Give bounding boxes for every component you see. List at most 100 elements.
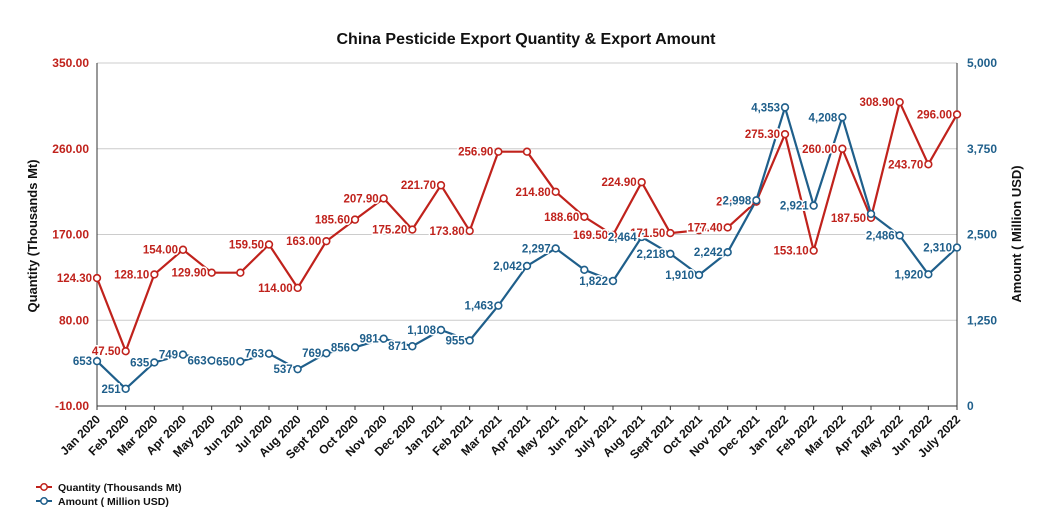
quantity-data-label: 171.50 <box>630 228 665 240</box>
amount-data-label: 955 <box>445 335 465 347</box>
quantity-point <box>494 147 503 156</box>
amount-point <box>264 349 274 358</box>
amount-data-label: 749 <box>159 350 178 362</box>
amount-point <box>92 357 102 366</box>
series-data-labels: 124.30 47.50 128.10 154.00 129.90 159.50 114.0… <box>55 96 953 398</box>
amount-point <box>666 249 675 259</box>
quantity-point <box>522 147 532 156</box>
amount-point <box>608 276 618 286</box>
quantity-point <box>350 215 360 224</box>
left-tick-label: 170.00 <box>52 228 89 242</box>
quantity-data-label: 275.30 <box>745 129 780 141</box>
amount-point <box>780 103 790 112</box>
amount-data-label: 251 <box>101 384 121 396</box>
quantity-point <box>92 273 102 283</box>
amount-point <box>121 384 130 393</box>
amount-point <box>952 243 962 252</box>
amount-data-label: 635 <box>130 357 150 369</box>
amount-data-label: 2,218 <box>637 249 666 261</box>
left-tick-label: -10.00 <box>55 399 89 413</box>
amount-point <box>723 247 732 257</box>
quantity-data-label: 47.50 <box>92 346 121 358</box>
quantity-point <box>580 212 589 221</box>
quantity-data-label: 214.80 <box>515 187 550 199</box>
left-axis-ticks: -10.00 80.00 170.00 260.00 350.00 <box>52 56 89 413</box>
amount-data-label: 2,297 <box>522 243 551 255</box>
right-tick-label: 1,250 <box>967 313 997 327</box>
quantity-point <box>408 225 417 234</box>
quantity-point <box>322 236 331 246</box>
quantity-data-label: 207.90 <box>343 193 378 205</box>
quantity-point <box>207 268 216 277</box>
amount-point <box>809 201 818 210</box>
quantity-point <box>694 226 704 235</box>
amount-point <box>178 350 188 359</box>
amount-data-label: 650 <box>216 356 235 368</box>
amount-point <box>522 261 532 271</box>
amount-point <box>494 301 503 310</box>
quantity-data-label: 243.70 <box>888 159 923 171</box>
amount-data-label: 653 <box>73 356 92 368</box>
quantity-point <box>551 187 560 197</box>
amount-data-label: 763 <box>245 349 264 361</box>
amount-point <box>322 349 331 358</box>
quantity-point <box>150 270 159 279</box>
quantity-data-label: 129.90 <box>171 268 206 280</box>
quantity-data-label: 124.30 <box>57 273 92 285</box>
amount-point <box>236 357 245 366</box>
amount-data-label: 2,486 <box>866 230 895 242</box>
amount-data-label: 1,920 <box>895 269 924 281</box>
amount-point <box>350 343 360 352</box>
left-tick-label: 350.00 <box>52 56 89 70</box>
amount-data-label: 2,042 <box>493 261 522 273</box>
right-tick-label: 2,500 <box>967 228 997 242</box>
quantity-data-label: 154.00 <box>143 245 178 257</box>
amount-data-label: 769 <box>302 348 321 360</box>
quantity-line <box>95 101 958 353</box>
quantity-data-label: 185.60 <box>315 215 350 227</box>
quantity-point <box>723 223 732 232</box>
quantity-point <box>264 240 274 249</box>
quantity-point <box>637 177 646 187</box>
left-tick-label: 80.00 <box>59 313 89 327</box>
quantity-point <box>379 194 388 203</box>
amount-data-label: 1,910 <box>665 270 694 282</box>
quantity-point <box>293 283 302 293</box>
legend-swatch-marker <box>40 483 48 491</box>
quantity-data-label: 224.90 <box>601 177 636 189</box>
amount-point <box>293 364 302 374</box>
amount-data-label: 2,464 <box>608 232 637 244</box>
quantity-point <box>780 129 790 139</box>
quantity-point <box>236 268 245 277</box>
amount-data-label: 2,310 <box>923 243 952 255</box>
quantity-point <box>838 144 847 153</box>
quantity-data-label: 256.90 <box>458 147 493 159</box>
quantity-data-label: 308.90 <box>859 97 894 109</box>
quantity-point <box>924 160 933 169</box>
amount-point <box>580 265 589 275</box>
amount-point <box>694 270 704 280</box>
amount-point <box>207 356 216 365</box>
axes <box>96 63 958 410</box>
quantity-point <box>895 97 904 107</box>
quantity-data-label: 260.00 <box>802 144 837 156</box>
right-axis-title: Amount ( Million USD) <box>1009 165 1024 302</box>
amount-data-label: 4,353 <box>751 102 780 114</box>
amount-data-label: 2,998 <box>723 195 752 207</box>
quantity-data-label: 159.50 <box>229 240 264 252</box>
amount-data-label: 1,463 <box>465 301 494 313</box>
left-tick-label: 260.00 <box>52 142 89 156</box>
amount-data-label: 663 <box>187 356 206 368</box>
right-tick-label: 3,750 <box>967 142 997 156</box>
amount-data-label: 4,208 <box>809 112 838 124</box>
quantity-data-label: 163.00 <box>286 236 321 248</box>
quantity-point <box>809 246 818 255</box>
amount-point <box>866 209 876 219</box>
quantity-data-label: 173.80 <box>429 226 464 238</box>
quantity-point <box>666 228 675 238</box>
quantity-point <box>952 110 962 119</box>
amount-point <box>551 244 560 253</box>
